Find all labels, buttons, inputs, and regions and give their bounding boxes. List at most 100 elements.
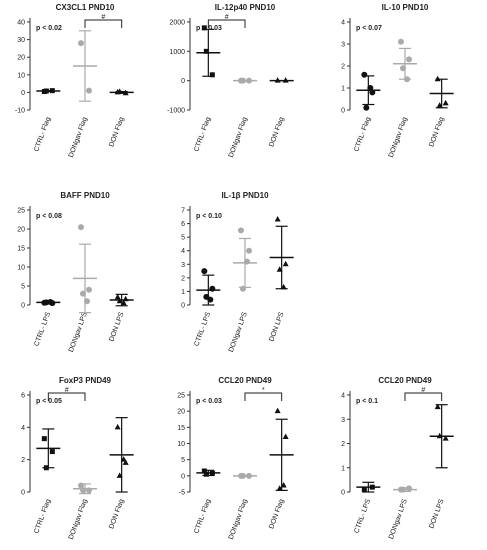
- y-tick-label: -5: [179, 490, 185, 497]
- y-tick-label: -1000: [167, 108, 185, 115]
- point: [201, 468, 207, 474]
- point: [203, 48, 209, 54]
- x-tick-label: CTRL- Flag: [353, 116, 372, 152]
- y-tick-label: 2: [341, 64, 345, 71]
- point: [274, 216, 281, 222]
- x-tick-label: DONgav Flag: [228, 116, 249, 158]
- x-tick-label: DON Flag: [428, 116, 445, 148]
- y-tick-label: 2: [181, 275, 185, 282]
- annotation: p < 0.1: [356, 398, 378, 405]
- y-tick-label: 0: [21, 490, 25, 497]
- y-tick-label: 25: [177, 393, 185, 400]
- y-tick-label: 4: [21, 425, 25, 432]
- point: [442, 99, 449, 106]
- annotation: p < 0.10: [196, 213, 222, 220]
- y-tick-label: 7: [181, 208, 185, 215]
- point: [114, 423, 121, 430]
- point: [274, 407, 281, 414]
- panel-title: FoxP3 PND49: [59, 376, 112, 385]
- point: [361, 487, 367, 493]
- significance-bracket: [244, 392, 283, 401]
- point: [86, 286, 92, 293]
- point: [122, 459, 129, 465]
- x-tick-label: DON LPS: [268, 311, 285, 343]
- x-tick-label: DONgav Flag: [68, 116, 89, 158]
- y-tick-label: 25: [17, 208, 25, 215]
- y-tick-label: 15: [17, 246, 25, 253]
- y-tick-label: 20: [177, 409, 185, 416]
- y-tick-label: 1: [181, 289, 185, 296]
- x-tick-label: DON Flag: [268, 116, 285, 148]
- point: [398, 38, 404, 45]
- point: [406, 56, 412, 63]
- annotation: p < 0.05: [36, 398, 62, 405]
- y-tick-label: 15: [177, 425, 185, 432]
- y-tick-label: 4: [341, 20, 345, 27]
- x-tick-label: DON Flag: [108, 116, 125, 148]
- y-tick-label: 20: [17, 227, 25, 234]
- x-tick-label: DONgav Flag: [228, 498, 249, 540]
- y-tick-label: 5: [181, 235, 185, 242]
- y-tick-label: 4: [341, 393, 345, 400]
- point: [209, 72, 215, 78]
- y-tick-label: 0: [181, 78, 185, 85]
- y-tick-label: 2000: [169, 20, 185, 27]
- point: [78, 224, 84, 231]
- panel-title: IL-12p40 PND10: [215, 3, 276, 12]
- x-tick-label: CTRL- LPS: [193, 311, 212, 347]
- y-tick-label: 10: [17, 72, 25, 79]
- y-tick-label: 1: [341, 86, 345, 93]
- x-tick-label: DONgav Flag: [388, 116, 409, 158]
- point: [41, 436, 47, 442]
- significance-bracket: [47, 392, 86, 401]
- y-tick-label: 40: [17, 20, 25, 27]
- y-tick-label: 3: [341, 417, 345, 424]
- y-tick-label: 3: [181, 262, 185, 269]
- y-tick-label: 0: [341, 490, 345, 497]
- y-tick-label: 0: [21, 90, 25, 97]
- x-tick-label: CTRL- Flag: [193, 116, 212, 152]
- y-tick-label: 30: [17, 37, 25, 44]
- y-tick-label: 6: [181, 221, 185, 228]
- significance-bracket: [84, 19, 123, 28]
- x-tick-label: DON Flag: [108, 498, 125, 530]
- x-tick-label: DONgav LPS: [388, 498, 409, 540]
- panel-title: CCL20 PND49: [378, 376, 432, 385]
- y-tick-label: 5: [181, 457, 185, 464]
- significance-bracket: [404, 392, 443, 401]
- significance-label: #: [421, 387, 425, 394]
- annotation: p < 0.02: [36, 25, 62, 32]
- panel-title: BAFF PND10: [60, 191, 110, 200]
- y-tick-label: 1000: [169, 49, 185, 56]
- x-tick-label: DONgav Flag: [68, 498, 89, 540]
- y-tick-label: 4: [181, 248, 185, 255]
- x-tick-label: CTRL- LPS: [33, 311, 52, 347]
- point: [442, 435, 449, 441]
- significance-label: #: [65, 387, 69, 394]
- x-tick-label: CTRL- Flag: [193, 498, 212, 534]
- significance-bracket: [207, 19, 246, 28]
- x-tick-label: CTRL- Flag: [33, 116, 52, 152]
- x-tick-label: DONgav LPS: [228, 311, 249, 353]
- x-tick-label: CTRL- LPS: [353, 498, 372, 534]
- point: [78, 40, 84, 47]
- annotation: p < 0.03: [196, 398, 222, 405]
- y-tick-label: 5: [21, 284, 25, 291]
- y-tick-label: -10: [15, 108, 25, 115]
- y-tick-label: 3: [341, 42, 345, 49]
- y-tick-label: 2: [21, 457, 25, 464]
- y-tick-label: 0: [341, 108, 345, 115]
- point: [201, 268, 208, 275]
- significance-label: #: [225, 14, 229, 21]
- panel-title: CCL20 PND49: [218, 376, 272, 385]
- annotation: p < 0.08: [36, 213, 62, 220]
- point: [282, 260, 289, 267]
- annotation: p < 0.03: [196, 25, 222, 32]
- y-tick-label: 0: [181, 303, 185, 310]
- x-tick-label: DONgav LPS: [68, 311, 89, 353]
- y-tick-label: 20: [17, 55, 25, 62]
- significance-label: #: [101, 14, 105, 21]
- y-tick-label: 2: [341, 441, 345, 448]
- point: [201, 25, 207, 31]
- point: [114, 293, 121, 300]
